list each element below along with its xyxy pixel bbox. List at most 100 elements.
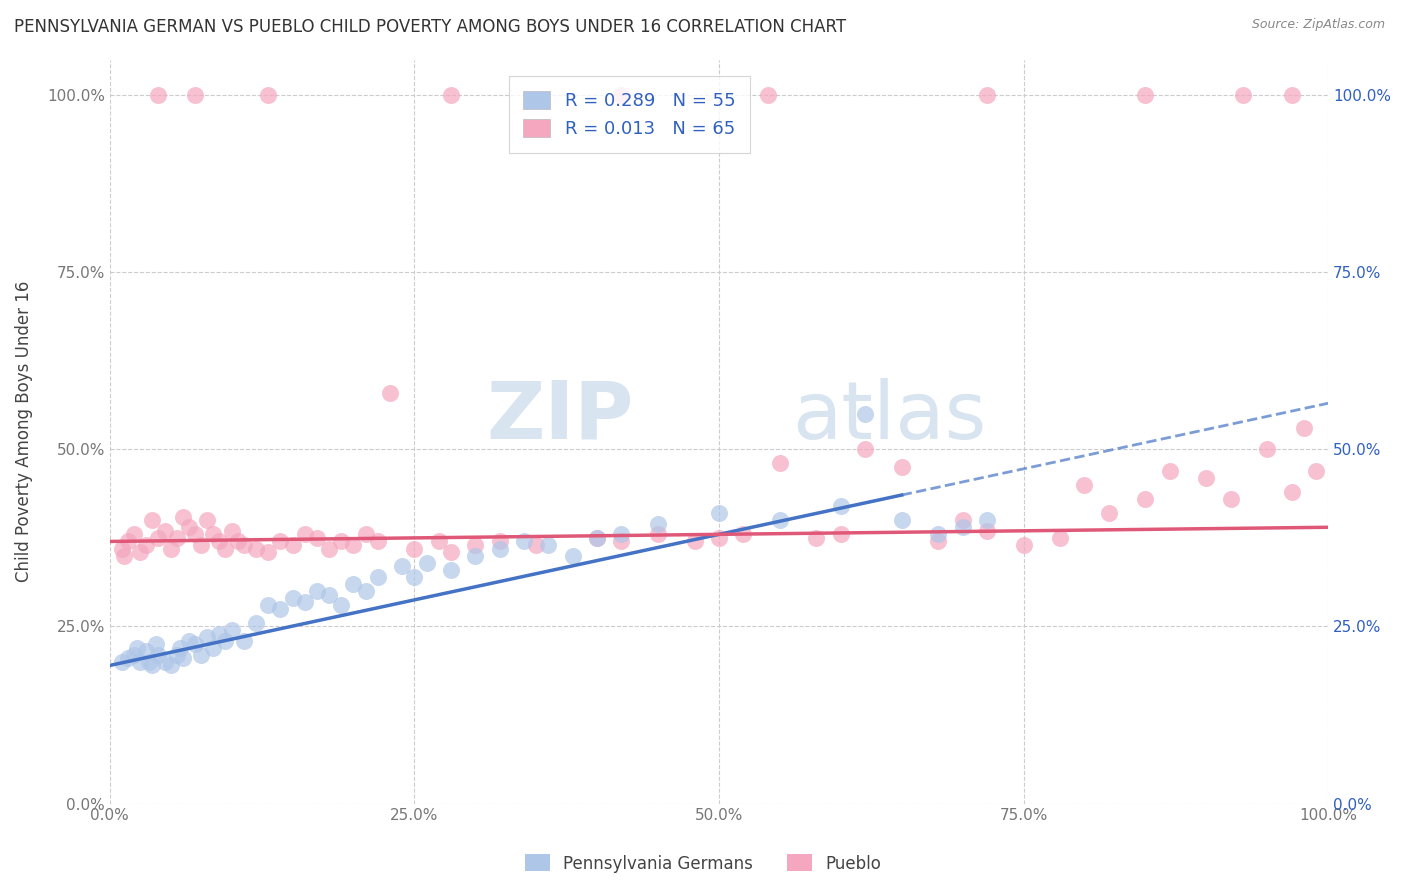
Point xyxy=(610,88,633,103)
Point xyxy=(129,655,152,669)
Point xyxy=(111,655,134,669)
Point xyxy=(890,460,912,475)
Point xyxy=(257,545,280,559)
Point xyxy=(294,527,316,541)
Point xyxy=(305,531,328,545)
Point xyxy=(214,633,236,648)
Point xyxy=(145,637,167,651)
Point xyxy=(245,541,267,556)
Point xyxy=(378,385,401,400)
Point xyxy=(524,538,547,552)
Y-axis label: Child Poverty Among Boys Under 16: Child Poverty Among Boys Under 16 xyxy=(15,281,32,582)
Point xyxy=(294,595,316,609)
Legend: R = 0.289   N = 55, R = 0.013   N = 65: R = 0.289 N = 55, R = 0.013 N = 65 xyxy=(509,76,749,153)
Point xyxy=(318,541,340,556)
Point xyxy=(122,527,145,541)
Point xyxy=(1281,484,1303,499)
Point xyxy=(153,655,176,669)
Point xyxy=(853,407,876,421)
Point xyxy=(342,577,364,591)
Point xyxy=(427,534,450,549)
Point xyxy=(1292,421,1315,435)
Point xyxy=(184,527,207,541)
Point xyxy=(890,513,912,527)
Point xyxy=(1281,88,1303,103)
Point xyxy=(830,527,852,541)
Point xyxy=(135,538,157,552)
Point xyxy=(202,640,225,655)
Point xyxy=(129,545,152,559)
Point xyxy=(208,626,231,640)
Point xyxy=(404,570,426,584)
Point xyxy=(202,527,225,541)
Point xyxy=(148,648,170,662)
Point xyxy=(148,88,170,103)
Legend: Pennsylvania Germans, Pueblo: Pennsylvania Germans, Pueblo xyxy=(519,847,887,880)
Point xyxy=(1195,471,1218,485)
Text: ZIP: ZIP xyxy=(486,377,634,456)
Point xyxy=(172,651,194,665)
Point xyxy=(153,524,176,538)
Point xyxy=(1135,88,1157,103)
Point xyxy=(440,88,463,103)
Point xyxy=(330,534,353,549)
Point xyxy=(117,534,139,549)
Point xyxy=(830,499,852,513)
Point xyxy=(586,531,609,545)
Point xyxy=(221,524,243,538)
Point xyxy=(464,538,486,552)
Text: Source: ZipAtlas.com: Source: ZipAtlas.com xyxy=(1251,18,1385,31)
Point xyxy=(976,513,998,527)
Point xyxy=(221,623,243,637)
Point xyxy=(177,520,200,534)
Point xyxy=(232,538,254,552)
Point xyxy=(122,648,145,662)
Point xyxy=(976,88,998,103)
Point xyxy=(141,658,163,673)
Point xyxy=(769,513,792,527)
Point xyxy=(195,630,218,644)
Point xyxy=(125,640,148,655)
Point xyxy=(166,531,188,545)
Point xyxy=(190,538,212,552)
Point xyxy=(586,531,609,545)
Point xyxy=(976,524,998,538)
Point xyxy=(1012,538,1035,552)
Point xyxy=(177,633,200,648)
Point xyxy=(342,538,364,552)
Point xyxy=(1232,88,1254,103)
Point xyxy=(610,527,633,541)
Point xyxy=(769,457,792,471)
Point xyxy=(208,534,231,549)
Point xyxy=(1098,506,1121,520)
Point xyxy=(927,527,949,541)
Point xyxy=(1305,464,1327,478)
Point xyxy=(269,534,291,549)
Point xyxy=(257,598,280,612)
Point xyxy=(488,541,510,556)
Point xyxy=(354,527,377,541)
Point xyxy=(683,534,706,549)
Point xyxy=(281,591,304,606)
Point xyxy=(707,531,730,545)
Point xyxy=(172,509,194,524)
Point xyxy=(318,588,340,602)
Point xyxy=(330,598,353,612)
Point xyxy=(707,506,730,520)
Point xyxy=(169,640,191,655)
Text: PENNSYLVANIA GERMAN VS PUEBLO CHILD POVERTY AMONG BOYS UNDER 16 CORRELATION CHAR: PENNSYLVANIA GERMAN VS PUEBLO CHILD POVE… xyxy=(14,18,846,36)
Point xyxy=(184,637,207,651)
Point xyxy=(1256,442,1278,457)
Point xyxy=(647,516,669,531)
Point xyxy=(305,584,328,599)
Point xyxy=(367,570,389,584)
Point xyxy=(232,633,254,648)
Point xyxy=(184,88,207,103)
Point xyxy=(927,534,949,549)
Point xyxy=(415,556,437,570)
Text: atlas: atlas xyxy=(792,377,987,456)
Point xyxy=(488,534,510,549)
Point xyxy=(214,541,236,556)
Point xyxy=(159,541,181,556)
Point xyxy=(159,658,181,673)
